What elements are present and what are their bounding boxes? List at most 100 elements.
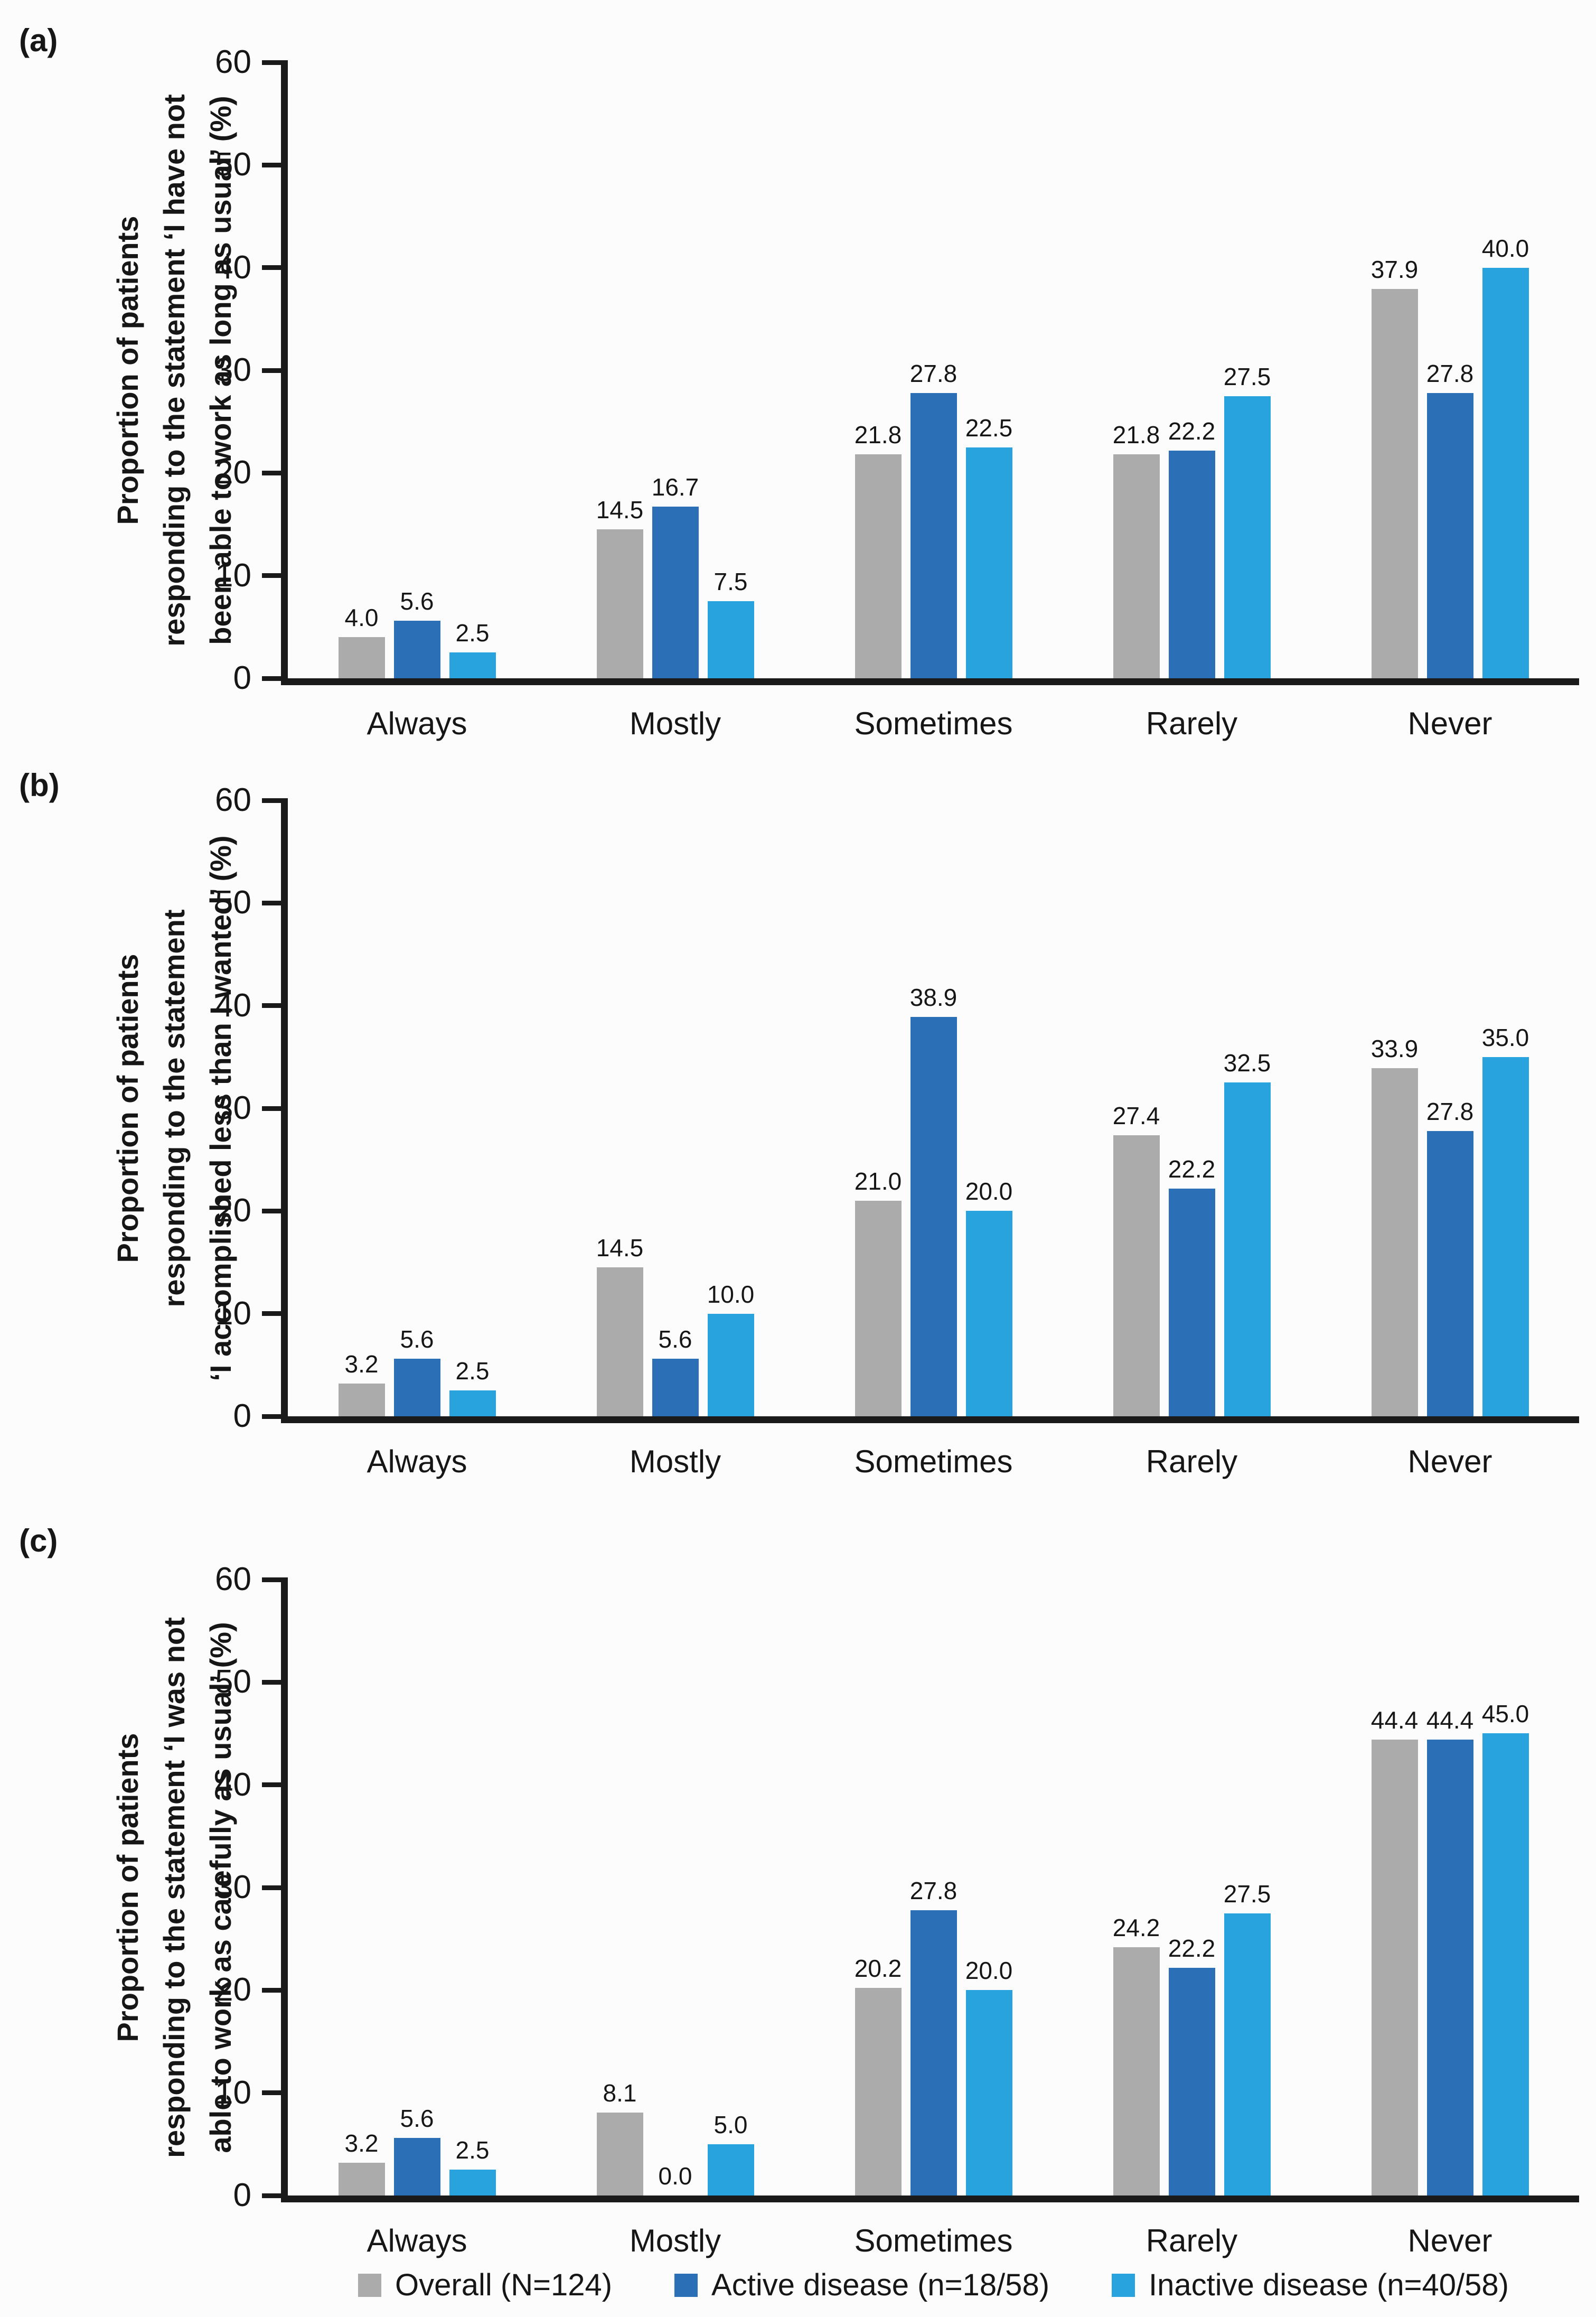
bar-overall: 33.9 xyxy=(1371,1035,1418,1416)
bar-value-label: 2.5 xyxy=(455,2136,490,2164)
bar-inactive: 45.0 xyxy=(1482,1701,1529,2195)
x-category-label: Sometimes xyxy=(854,2223,1013,2258)
bar-group-mostly: 8.1 0.0 5.0 xyxy=(546,1580,804,2195)
bar-inactive: 35.0 xyxy=(1482,1024,1529,1416)
bar-inactive: 5.0 xyxy=(707,2112,754,2195)
bar-value-label: 14.5 xyxy=(596,496,644,524)
bar-value-label: 44.4 xyxy=(1426,1706,1474,1734)
bar-inactive: 7.5 xyxy=(707,568,754,678)
bar-overall: 21.0 xyxy=(855,1168,902,1416)
legend-item-overall: Overall (N=124) xyxy=(358,2268,612,2302)
y-tick-label: 40 xyxy=(215,249,251,286)
y-tick-mark xyxy=(262,1208,283,1213)
legend-item-active: Active disease (n=18/58) xyxy=(674,2268,1049,2302)
y-tick-mark xyxy=(262,265,283,270)
x-category-label: Always xyxy=(367,1444,467,1479)
bar-value-label: 0.0 xyxy=(658,2162,692,2190)
bar-value-label: 37.9 xyxy=(1370,256,1419,283)
bar-inactive: 32.5 xyxy=(1224,1050,1271,1416)
bar-value-label: 21.8 xyxy=(1112,421,1160,449)
bar-value-label: 21.0 xyxy=(854,1167,902,1195)
bar-group-always: 3.2 5.6 2.5 xyxy=(288,1580,546,2195)
bar-overall: 20.2 xyxy=(855,1955,902,2195)
bar-overall: 3.2 xyxy=(338,1351,385,1416)
bar-value-label: 20.0 xyxy=(965,1957,1013,1984)
bar-overall: 14.5 xyxy=(596,1235,643,1416)
bar-active: 22.2 xyxy=(1168,1935,1215,2195)
x-category-label: Sometimes xyxy=(854,706,1013,741)
y-tick-mark xyxy=(262,2090,283,2096)
x-category-label: Sometimes xyxy=(854,1444,1013,1479)
bar-value-label: 22.2 xyxy=(1168,1155,1216,1183)
y-tick-label: 0 xyxy=(233,660,251,696)
y-tick-mark xyxy=(262,1679,283,1685)
x-axis-line xyxy=(281,1416,1579,1423)
y-tick-mark xyxy=(262,573,283,578)
x-category-label: Mostly xyxy=(629,2223,721,2258)
x-category-label: Always xyxy=(367,2223,467,2258)
bar-group-mostly: 14.5 16.7 7.5 xyxy=(546,62,804,678)
bar-value-label: 5.0 xyxy=(713,2111,748,2138)
x-category-label: Always xyxy=(367,706,467,741)
legend-swatch-overall xyxy=(358,2274,382,2297)
y-tick-label: 60 xyxy=(215,44,251,80)
y-tick-label: 40 xyxy=(215,1766,251,1803)
bar-active: 27.8 xyxy=(1426,1098,1473,1416)
bar-value-label: 2.5 xyxy=(455,619,490,647)
y-tick-label: 30 xyxy=(215,1869,251,1905)
y-tick-label: 50 xyxy=(215,884,251,921)
bar-inactive: 2.5 xyxy=(449,2137,496,2195)
bar-overall: 24.2 xyxy=(1113,1914,1160,2195)
y-tick-mark xyxy=(262,2193,283,2198)
bar-group-always: 3.2 5.6 2.5 xyxy=(288,800,546,1416)
bar-overall: 21.8 xyxy=(855,422,902,678)
bar-value-label: 27.5 xyxy=(1223,1880,1271,1908)
legend-swatch-active xyxy=(674,2274,698,2297)
legend: Overall (N=124) Active disease (n=18/58) I… xyxy=(288,2264,1579,2306)
bar-inactive: 27.5 xyxy=(1224,1881,1271,2195)
bar-value-label: 44.4 xyxy=(1370,1706,1419,1734)
bar-active: 44.4 xyxy=(1426,1707,1473,2195)
y-tick-mark xyxy=(262,60,283,65)
bar-overall: 8.1 xyxy=(596,2080,643,2195)
bar-group-rarely: 21.8 22.2 27.5 xyxy=(1063,62,1321,678)
bar-group-never: 33.9 27.8 35.0 xyxy=(1321,800,1579,1416)
y-tick-mark xyxy=(262,1106,283,1111)
y-tick-mark xyxy=(262,368,283,373)
bar-active: 5.6 xyxy=(393,2105,440,2195)
panel-letter-a: (a) xyxy=(19,23,58,58)
y-tick-mark xyxy=(262,798,283,803)
x-category-label: Rarely xyxy=(1146,2223,1238,2258)
bar-active: 27.8 xyxy=(910,1877,957,2195)
bar-value-label: 5.6 xyxy=(400,2105,434,2132)
y-tick-mark xyxy=(262,1782,283,1788)
bar-value-label: 21.8 xyxy=(854,421,902,449)
bar-inactive: 2.5 xyxy=(449,620,496,678)
y-axis-line xyxy=(281,60,288,685)
y-tick-label: 10 xyxy=(215,1295,251,1332)
bar-value-label: 5.6 xyxy=(400,1325,434,1353)
panel-letter-c: (c) xyxy=(19,1523,58,1558)
bar-overall: 4.0 xyxy=(338,604,385,678)
bar-overall: 21.8 xyxy=(1113,422,1160,678)
x-category-label: Never xyxy=(1407,706,1492,741)
bar-group-never: 37.9 27.8 40.0 xyxy=(1321,62,1579,678)
bar-overall: 27.4 xyxy=(1113,1103,1160,1416)
bar-value-label: 10.0 xyxy=(707,1281,755,1308)
y-tick-label: 50 xyxy=(215,146,251,183)
y-tick-mark xyxy=(262,1414,283,1419)
bar-overall: 37.9 xyxy=(1371,256,1418,678)
bar-group-sometimes: 21.0 38.9 20.0 xyxy=(804,800,1063,1416)
bar-active: 5.6 xyxy=(652,1326,699,1416)
bar-value-label: 27.8 xyxy=(909,360,957,387)
legend-label-overall: Overall (N=124) xyxy=(395,2268,613,2302)
bar-group-sometimes: 20.2 27.8 20.0 xyxy=(804,1580,1063,2195)
y-tick-label: 20 xyxy=(215,1972,251,2008)
bar-value-label: 3.2 xyxy=(344,1350,379,1378)
legend-label-active: Active disease (n=18/58) xyxy=(711,2268,1050,2302)
bar-value-label: 27.4 xyxy=(1112,1102,1160,1129)
